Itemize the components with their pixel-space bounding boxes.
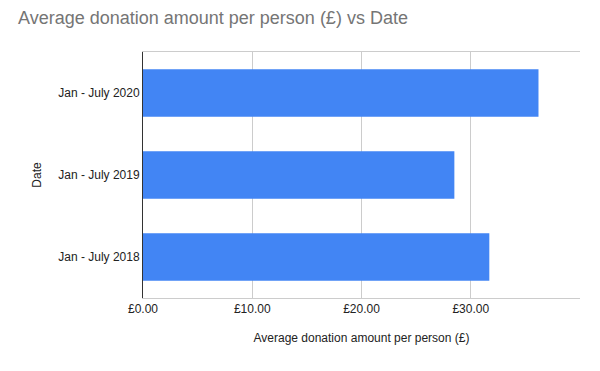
- svg-text:Average donation amount per pe: Average donation amount per person (£): [254, 331, 470, 345]
- svg-text:£10.00: £10.00: [234, 302, 271, 316]
- svg-text:Average donation amount per pe: Average donation amount per person (£) v…: [18, 8, 408, 28]
- svg-text:£30.00: £30.00: [452, 302, 489, 316]
- svg-text:Jan - July 2019: Jan - July 2019: [58, 168, 140, 182]
- svg-text:Date: Date: [30, 162, 44, 188]
- svg-text:Jan - July 2020: Jan - July 2020: [58, 86, 140, 100]
- svg-text:Jan - July 2018: Jan - July 2018: [58, 250, 140, 264]
- svg-text:£0.00: £0.00: [128, 302, 158, 316]
- svg-text:£20.00: £20.00: [343, 302, 380, 316]
